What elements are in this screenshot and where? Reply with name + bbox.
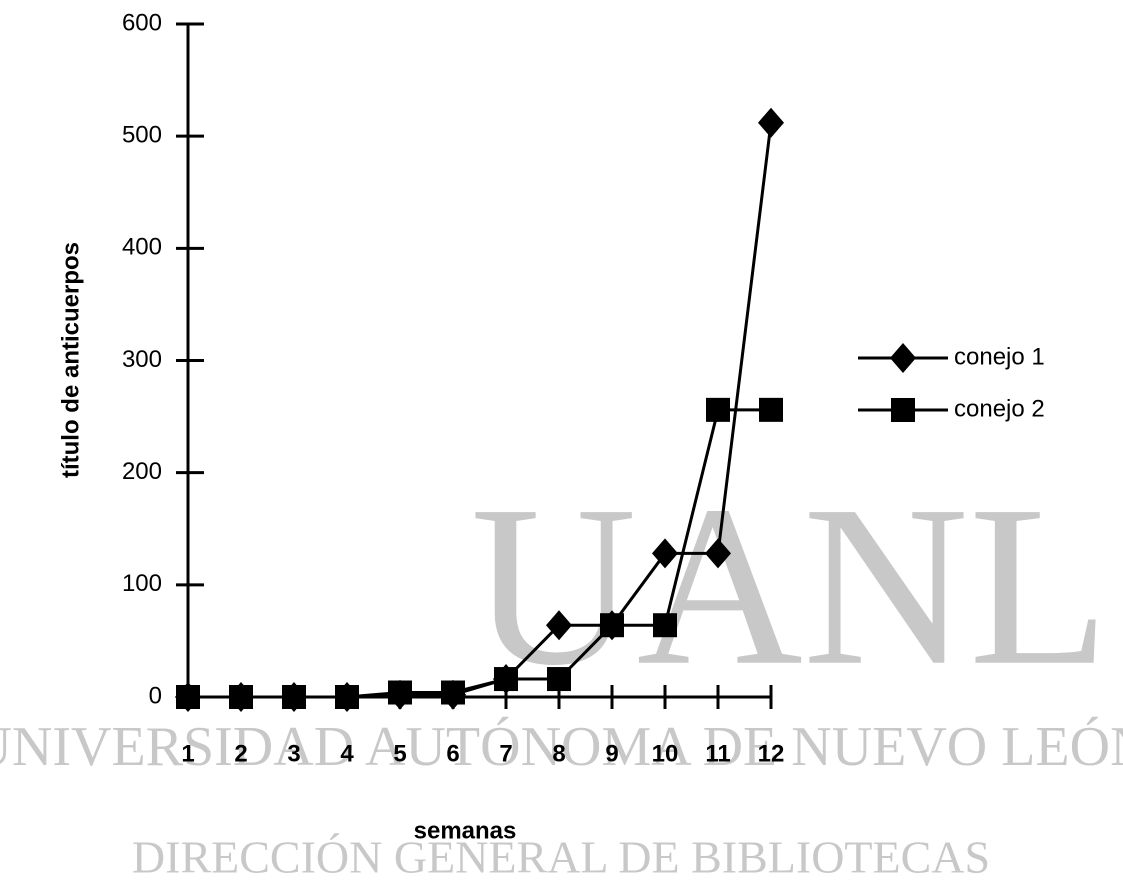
data-point (653, 613, 677, 638)
y-tick-label: 600 (122, 9, 162, 36)
y-tick-label: 0 (149, 682, 162, 709)
x-tick-label: 8 (552, 740, 565, 767)
data-point (229, 685, 253, 709)
data-point (652, 538, 678, 569)
y-tick-label: 300 (122, 346, 162, 373)
data-point (388, 680, 412, 705)
data-point (547, 667, 571, 692)
legend-label: conejo 2 (954, 395, 1045, 422)
legend-label: conejo 1 (954, 343, 1045, 370)
data-point (705, 538, 731, 569)
x-tick-label: 11 (705, 740, 730, 767)
x-tick-label: 7 (499, 740, 512, 767)
data-point (441, 680, 465, 705)
x-tick-label: 4 (340, 740, 354, 767)
y-tick-label: 100 (122, 570, 162, 597)
x-tick-label: 9 (605, 740, 618, 767)
data-point (546, 610, 572, 641)
x-tick-label: 3 (287, 740, 300, 767)
watermark: UANL (471, 458, 1110, 713)
data-point (600, 613, 624, 638)
data-point (758, 107, 784, 138)
y-tick-label: 400 (122, 234, 162, 261)
x-tick-label: 5 (393, 740, 406, 767)
data-point (282, 685, 306, 709)
x-tick-label: 6 (446, 740, 459, 767)
x-tick-label: 10 (652, 740, 679, 767)
legend-marker (890, 343, 916, 373)
y-axis-label: título de anticuerpos (57, 242, 84, 478)
legend-marker (891, 398, 915, 422)
watermark: UNIVERSIDAD AUTÓNOMA DE NUEVO LEÓN (0, 715, 1123, 778)
data-point (335, 685, 359, 709)
y-tick-label: 200 (122, 458, 162, 485)
watermark: DIRECCIÓN GENERAL DE BIBLIOTECAS (132, 832, 990, 883)
data-point (759, 397, 783, 422)
y-tick-label: 500 (122, 122, 162, 149)
x-axis-label: semanas (414, 817, 517, 844)
x-tick-label: 12 (758, 740, 785, 767)
x-tick-label: 2 (234, 740, 247, 767)
data-point (706, 397, 730, 422)
x-tick-label: 1 (181, 740, 194, 767)
data-point (176, 685, 200, 709)
data-point (494, 667, 518, 692)
